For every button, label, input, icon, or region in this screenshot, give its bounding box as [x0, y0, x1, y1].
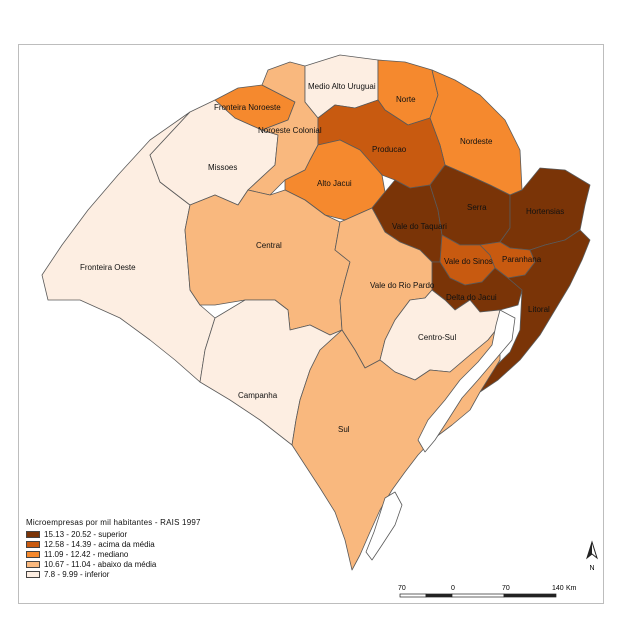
- region-label: Campanha: [238, 391, 278, 400]
- scale-tick-label: 70: [502, 585, 510, 592]
- region-label: Vale do Sinos: [444, 257, 493, 266]
- legend-item: 15.13 - 20.52 - superior: [26, 529, 201, 539]
- legend-swatch: [26, 530, 40, 538]
- legend-item: 12.58 - 14.39 - acima da média: [26, 539, 201, 549]
- region-label: Delta do Jacui: [446, 293, 497, 302]
- region-label: Alto Jacui: [317, 179, 352, 188]
- scale-tick-label: 140: [552, 585, 564, 592]
- lagoa-mirim: [365, 491, 403, 561]
- legend-desc: superior: [98, 529, 128, 539]
- region-label: Producao: [372, 145, 407, 154]
- region-label: Medio Alto Uruguai: [308, 82, 376, 91]
- legend-swatch: [26, 570, 40, 578]
- north-arrow: N: [584, 540, 600, 572]
- region-campanha[interactable]: [199, 299, 343, 446]
- region-label: Litoral: [528, 305, 550, 314]
- region-label: Fronteira Noroeste: [214, 103, 281, 112]
- scale-bar: 70 0 70 140 Km: [398, 584, 578, 608]
- legend-item: 10.67 - 11.04 - abaixo da média: [26, 559, 201, 569]
- scale-tick-label: 0: [451, 585, 455, 592]
- legend-range: 15.13 - 20.52: [44, 529, 92, 539]
- scale-bar-graphic: 70 0 70 140 Km: [398, 585, 577, 598]
- scale-unit: Km: [566, 585, 577, 592]
- north-arrow-icon: [586, 540, 598, 560]
- region-label: Hortensias: [526, 207, 564, 216]
- region-litoral[interactable]: [479, 229, 591, 393]
- map-legend: Microempresas por mil habitantes - RAIS …: [26, 518, 201, 579]
- legend-desc: mediano: [97, 549, 129, 559]
- region-label: Missoes: [208, 163, 237, 172]
- north-label: N: [589, 565, 595, 572]
- region-label: Central: [256, 241, 282, 250]
- region-label: Paranhana: [502, 255, 542, 264]
- legend-items: 15.13 - 20.52 - superior 12.58 - 14.39 -…: [26, 529, 201, 579]
- legend-title: Microempresas por mil habitantes - RAIS …: [26, 518, 201, 527]
- legend-desc: acima da média: [98, 539, 155, 549]
- legend-swatch: [26, 540, 40, 548]
- region-label: Noroeste Colonial: [258, 126, 322, 135]
- region-label: Nordeste: [460, 137, 493, 146]
- legend-item: 11.09 - 12.42 - mediano: [26, 549, 201, 559]
- region-alto-jacui[interactable]: [284, 139, 386, 221]
- legend-range: 12.58 - 14.39: [44, 539, 92, 549]
- region-label: Centro-Sul: [418, 333, 456, 342]
- legend-swatch: [26, 550, 40, 558]
- region-label: Norte: [396, 95, 416, 104]
- region-label: Vale do Rio Pardo: [370, 281, 435, 290]
- region-label: Serra: [467, 203, 487, 212]
- legend-range: 10.67 - 11.04: [44, 559, 91, 569]
- map-frame: [18, 44, 604, 604]
- legend-desc: inferior: [84, 569, 110, 579]
- legend-range: 11.09 - 12.42: [44, 549, 91, 559]
- region-label: Fronteira Oeste: [80, 263, 136, 272]
- scale-tick-label: 70: [398, 585, 406, 592]
- legend-desc: abaixo da média: [97, 559, 157, 569]
- legend-range: 7.8 - 9.99: [44, 569, 78, 579]
- lagoa-dos-patos: [417, 309, 516, 453]
- legend-swatch: [26, 560, 40, 568]
- region-label: Vale do Taquari: [392, 222, 447, 231]
- region-label: Sul: [338, 425, 350, 434]
- legend-item: 7.8 - 9.99 - inferior: [26, 569, 201, 579]
- region-sul[interactable]: [291, 324, 501, 571]
